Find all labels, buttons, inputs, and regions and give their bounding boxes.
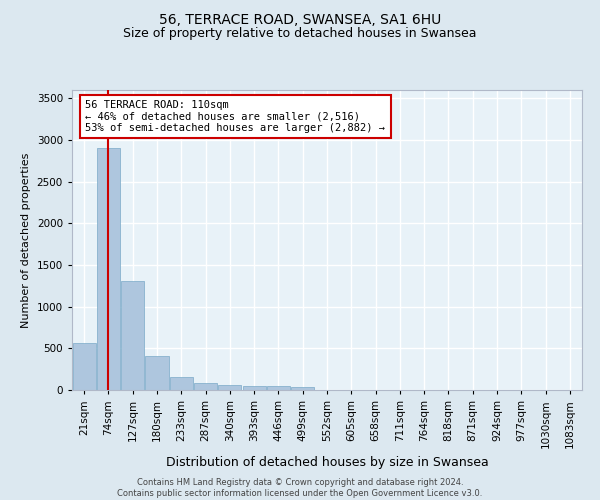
Bar — [267, 386, 290, 390]
Bar — [121, 281, 144, 390]
Bar — [145, 356, 169, 390]
Text: Contains HM Land Registry data © Crown copyright and database right 2024.
Contai: Contains HM Land Registry data © Crown c… — [118, 478, 482, 498]
Bar — [218, 385, 241, 390]
Bar — [291, 386, 314, 390]
Text: 56, TERRACE ROAD, SWANSEA, SA1 6HU: 56, TERRACE ROAD, SWANSEA, SA1 6HU — [159, 12, 441, 26]
X-axis label: Distribution of detached houses by size in Swansea: Distribution of detached houses by size … — [166, 456, 488, 469]
Bar — [170, 377, 193, 390]
Bar — [97, 148, 120, 390]
Text: 56 TERRACE ROAD: 110sqm
← 46% of detached houses are smaller (2,516)
53% of semi: 56 TERRACE ROAD: 110sqm ← 46% of detache… — [85, 100, 385, 133]
Y-axis label: Number of detached properties: Number of detached properties — [21, 152, 31, 328]
Text: Size of property relative to detached houses in Swansea: Size of property relative to detached ho… — [123, 28, 477, 40]
Bar — [194, 384, 217, 390]
Bar — [73, 342, 95, 390]
Bar — [242, 386, 266, 390]
